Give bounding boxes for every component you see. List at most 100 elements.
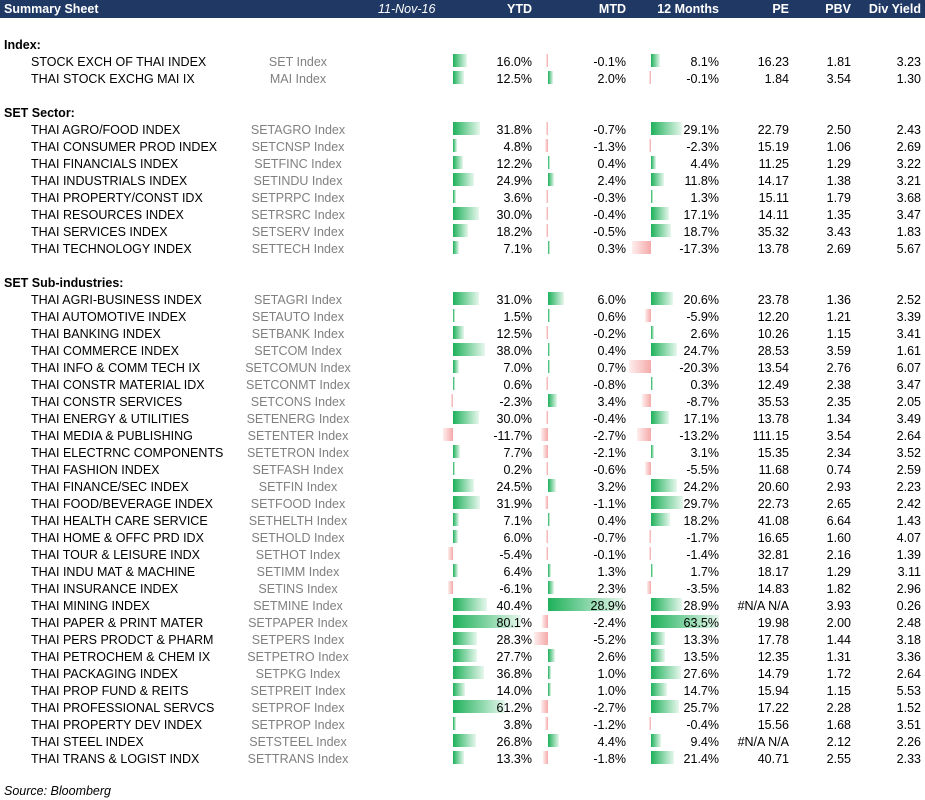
ytd-bar <box>453 411 479 424</box>
table-row: THAI HOME & OFFC PRD IDX SETHOLD Index 6.0… <box>0 530 925 547</box>
twelve-month-bar <box>651 632 666 645</box>
ytd-bar <box>453 173 475 186</box>
pe-value: 16.65 <box>757 531 789 545</box>
twelve-month-value: 1.7% <box>690 565 720 579</box>
ytd-value: 12.2% <box>496 157 532 171</box>
twelve-month-bar <box>636 428 651 441</box>
ticker: SETBANK Index <box>251 327 345 341</box>
ticker: SETPETRO Index <box>247 650 349 664</box>
table-row: THAI STEEL INDEX SETSTEEL Index 26.8% 4.4% 9… <box>0 734 925 751</box>
index-name: THAI MINING INDEX <box>31 599 150 613</box>
index-name: THAI PAPER & PRINT MATER <box>31 616 204 630</box>
index-name: THAI FASHION INDEX <box>31 463 160 477</box>
mtd-value: 3.2% <box>597 480 627 494</box>
mtd-bar <box>548 394 557 407</box>
pe-value: 14.79 <box>757 667 789 681</box>
table-row: THAI FINANCE/SEC INDEX SETFIN Index 24.5% 3… <box>0 479 925 496</box>
pbv-value: 2.35 <box>826 395 851 409</box>
ytd-bar <box>453 445 460 458</box>
twelve-month-value: -5.9% <box>686 310 719 324</box>
ytd-bar <box>453 632 478 645</box>
pbv-value: 2.38 <box>826 378 851 392</box>
mtd-bar <box>548 343 550 356</box>
pe-value: 22.79 <box>757 123 789 137</box>
ticker: SETFOOD Index <box>250 497 346 511</box>
pbv-value: 2.12 <box>826 735 851 749</box>
pbv-value: 2.00 <box>826 616 851 630</box>
mtd-value: -1.8% <box>593 752 626 766</box>
twelve-month-value: 21.4% <box>683 752 719 766</box>
table-row: THAI BANKING INDEX SETBANK Index 12.5% -0.2… <box>0 326 925 343</box>
table-row: THAI MEDIA & PUBLISHING SETENTER Index -11… <box>0 428 925 445</box>
col-header-div-yield: Div Yield <box>868 2 921 16</box>
table-row: THAI CONSTR SERVICES SETCONS Index -2.3% 3.… <box>0 394 925 411</box>
pbv-value: 1.79 <box>826 191 851 205</box>
index-name: THAI TRANS & LOGIST INDX <box>31 752 200 766</box>
pbv-value: 1.36 <box>826 293 851 307</box>
pe-value: 11.68 <box>758 463 789 477</box>
twelve-month-bar <box>641 394 651 407</box>
index-name: THAI FOOD/BEVERAGE INDEX <box>31 497 213 511</box>
pe-value: 1.84 <box>764 72 789 86</box>
table-row: THAI CONSTR MATERIAL IDX SETCONMT Index 0.… <box>0 377 925 394</box>
div-yield-value: 2.64 <box>896 429 921 443</box>
pbv-value: 2.65 <box>826 497 851 511</box>
pbv-value: 2.76 <box>826 361 851 375</box>
twelve-month-value: -13.2% <box>679 429 719 443</box>
mtd-bar <box>534 632 548 645</box>
twelve-month-value: 18.2% <box>683 514 719 528</box>
mtd-bar <box>546 547 548 560</box>
div-yield-value: 3.41 <box>896 327 921 341</box>
ticker: SET Index <box>268 55 328 69</box>
mtd-value: -0.4% <box>593 412 626 426</box>
twelve-month-value: 1.3% <box>690 191 720 205</box>
twelve-month-bar <box>649 717 651 730</box>
mtd-value: 1.3% <box>597 565 627 579</box>
twelve-month-value: -3.5% <box>686 582 719 596</box>
pe-value: 14.11 <box>758 208 789 222</box>
ticker: SETPROP Index <box>251 718 345 732</box>
pbv-value: 1.60 <box>826 531 851 545</box>
pbv-value: 3.54 <box>826 429 851 443</box>
index-name: THAI PACKAGING INDEX <box>31 667 179 681</box>
div-yield-value: 3.11 <box>897 565 921 579</box>
section-title: SET Sub-industries: <box>4 276 124 290</box>
index-name: THAI FINANCE/SEC INDEX <box>31 480 189 494</box>
index-name: THAI PERS PRODCT & PHARM <box>31 633 214 647</box>
ytd-bar <box>447 581 453 594</box>
mtd-value: -2.4% <box>593 616 626 630</box>
mtd-bar <box>548 513 550 526</box>
pbv-value: 1.29 <box>826 157 851 171</box>
twelve-month-bar <box>649 547 651 560</box>
ytd-bar <box>453 615 521 628</box>
twelve-month-bar <box>651 666 681 679</box>
table-row: THAI TOUR & LEISURE INDX SETHOT Index -5.4… <box>0 547 925 564</box>
table-row: THAI COMMERCE INDEX SETCOM Index 38.0% 0.4%… <box>0 343 925 360</box>
index-name: THAI INFO & COMM TECH IX <box>31 361 201 375</box>
twelve-month-value: 0.3% <box>690 378 720 392</box>
twelve-month-bar <box>651 598 682 611</box>
mtd-value: 0.6% <box>597 310 627 324</box>
twelve-month-bar <box>651 615 719 628</box>
pe-value: 18.17 <box>757 565 789 579</box>
pe-value: #N/A N/A <box>737 599 789 613</box>
ytd-bar <box>453 649 477 662</box>
ytd-bar <box>453 530 459 543</box>
table-row: THAI ENERGY & UTILITIES SETENERG Index 30.… <box>0 411 925 428</box>
pe-value: 13.78 <box>757 412 789 426</box>
div-yield-value: 2.52 <box>896 293 921 307</box>
pbv-value: 1.34 <box>826 412 851 426</box>
pbv-value: 2.34 <box>826 446 851 460</box>
ticker: SETRSRC Index <box>251 208 345 222</box>
mtd-bar <box>546 462 548 475</box>
twelve-month-bar <box>645 462 651 475</box>
mtd-value: 0.4% <box>597 514 627 528</box>
twelve-month-bar <box>651 224 672 237</box>
ticker: SETFIN Index <box>258 480 338 494</box>
table-row: THAI STOCK EXCHG MAI IX MAI Index 12.5% 2.0… <box>0 71 925 88</box>
div-yield-value: 3.47 <box>896 208 921 222</box>
div-yield-value: 3.22 <box>896 157 921 171</box>
div-yield-value: 3.18 <box>896 633 921 647</box>
pe-value: 32.81 <box>757 548 789 562</box>
twelve-month-value: 24.7% <box>683 344 719 358</box>
